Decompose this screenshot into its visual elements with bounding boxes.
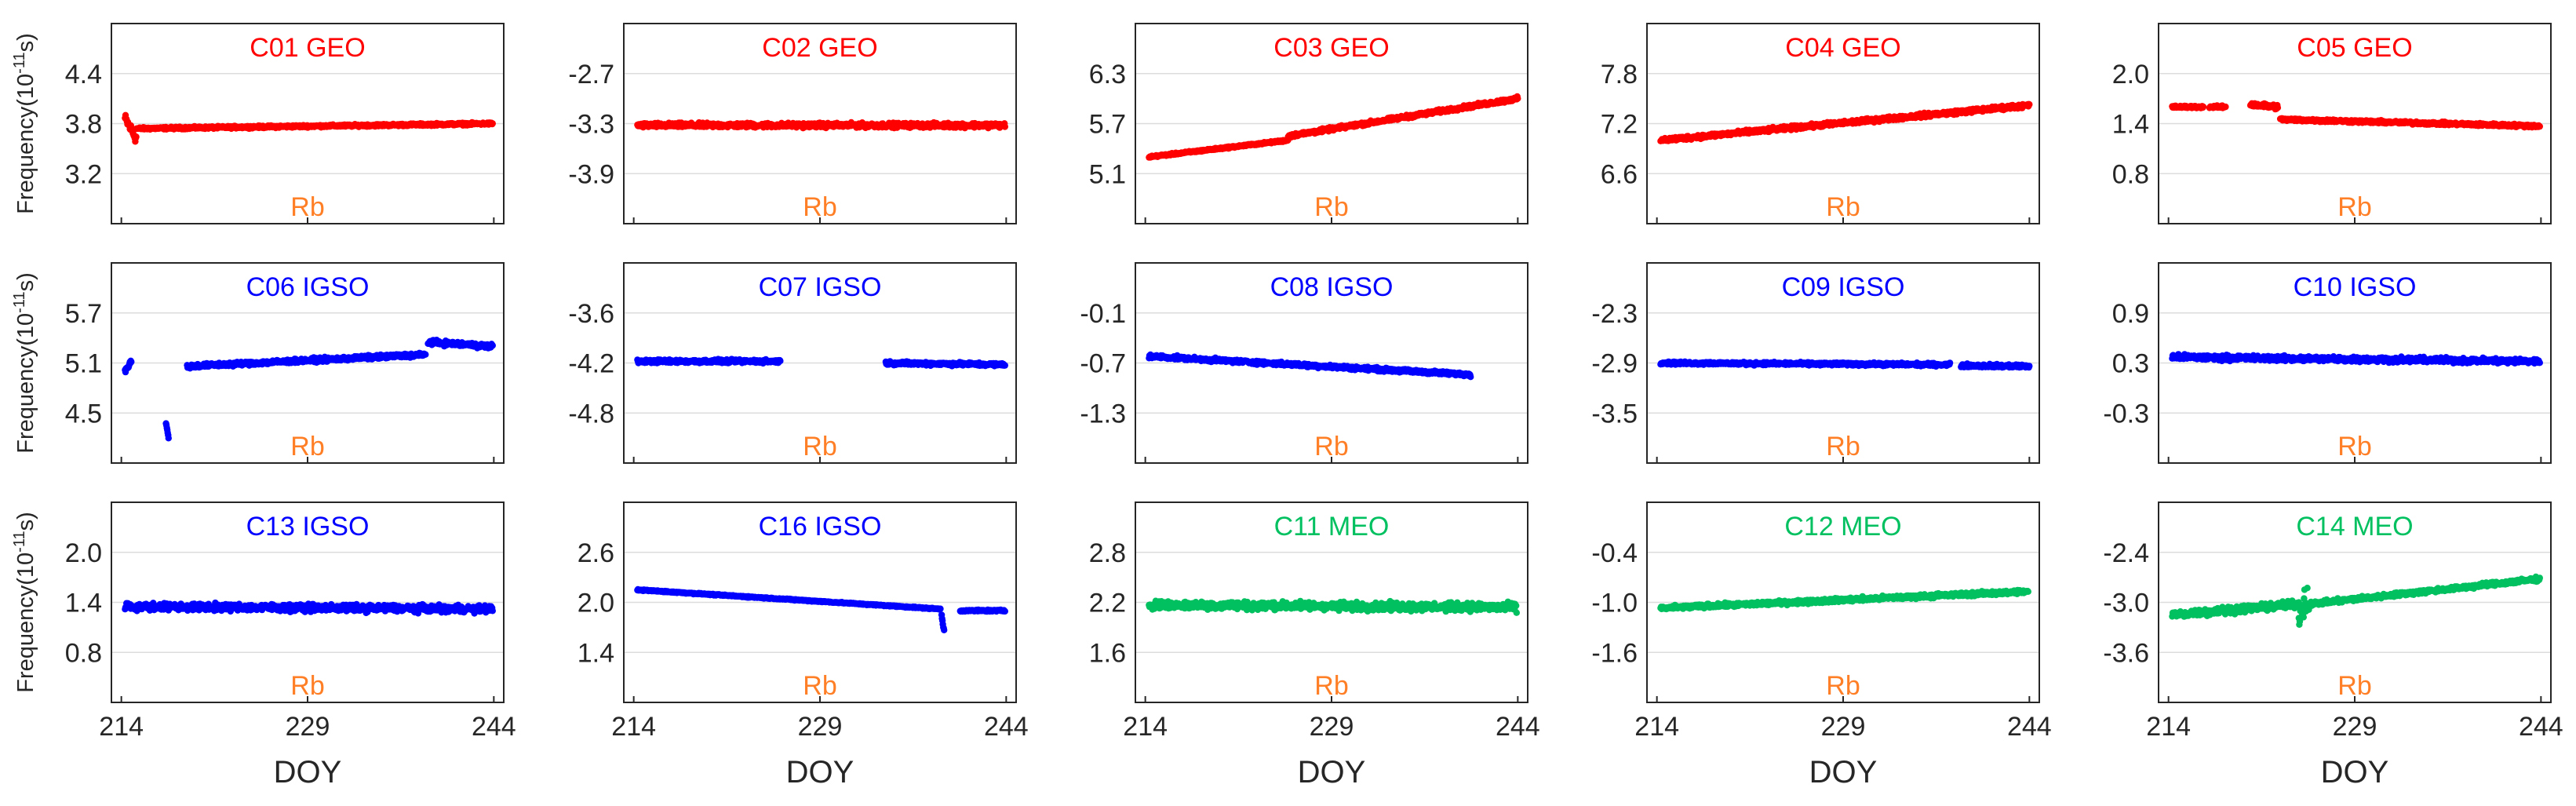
y-tick-label: 4.5 (65, 399, 102, 429)
y-tick-label: 2.0 (2112, 60, 2149, 89)
panel-title: C01 GEO (250, 33, 365, 63)
y-tick-label: 7.8 (1601, 60, 1638, 89)
data-point (133, 133, 140, 140)
data-point (489, 342, 496, 349)
y-tick-label: 5.1 (65, 349, 102, 379)
panel-c03-geo: 5.1 5.7 6.3 C03 GEO Rb (1089, 23, 1528, 224)
clock-type-label: Rb (1314, 192, 1348, 222)
data-point (2274, 104, 2282, 111)
data-point (2026, 100, 2033, 108)
y-tick-label: 5.7 (1089, 110, 1126, 140)
clock-type-label: Rb (2337, 192, 2371, 222)
panel-c04-geo: 6.6 7.2 7.8 C04 GEO Rb (1601, 23, 2040, 224)
y-tick-label: -4.8 (568, 399, 614, 429)
y-tick-label: 3.8 (65, 110, 102, 140)
y-tick-label: 0.8 (2112, 159, 2149, 189)
data-point (422, 351, 429, 358)
y-tick-label: -3.6 (568, 299, 614, 329)
data-point (2222, 103, 2229, 111)
y-tick-label: 3.2 (65, 159, 102, 189)
y-tick-label: 1.4 (2112, 110, 2149, 140)
panel-title: C04 GEO (1785, 33, 1900, 63)
y-tick-label: -4.2 (568, 349, 614, 379)
y-tick-label: 6.3 (1089, 60, 1126, 89)
data-series (634, 119, 1009, 132)
y-tick-label: -2.7 (568, 60, 614, 89)
panel-c01-geo: 3.2 3.8 4.4 C01 GEO Rb Frequency(10-11s) (11, 23, 505, 224)
panel-title: C05 GEO (2297, 33, 2412, 63)
clock-type-label: Rb (1826, 192, 1860, 222)
y-tick-label: 5.7 (65, 299, 102, 329)
panel-c02-geo: -3.9 -3.3 -2.7 C02 GEO Rb (568, 23, 1017, 224)
data-point (1514, 95, 1521, 102)
data-point (777, 357, 784, 365)
panel-title: C03 GEO (1273, 33, 1389, 63)
data-series (122, 111, 496, 145)
y-tick-label: 7.2 (1601, 110, 1638, 140)
y-tick-label: -3.3 (568, 110, 614, 140)
y-tick-label: 4.4 (65, 60, 102, 89)
data-series (2169, 100, 2543, 131)
panel-c06-igso: 4.5 5.1 5.7 C06 IGSO Rb Frequency(10-11s) (11, 262, 505, 464)
y-tick-label: 5.1 (1089, 159, 1126, 189)
data-series (1657, 100, 2033, 144)
data-point (489, 120, 496, 127)
y-axis-label: Frequency(10-11s) (11, 33, 38, 214)
data-point (128, 358, 135, 366)
clock-type-label: Rb (290, 432, 324, 461)
data-series (1146, 93, 1521, 161)
panel-title: C06 IGSO (246, 272, 370, 302)
clock-type-label: Rb (290, 192, 324, 222)
y-tick-label: 6.6 (1601, 159, 1638, 189)
panel-c05-geo: 0.8 1.4 2.0 C05 GEO Rb (2112, 23, 2552, 224)
data-point (165, 435, 172, 442)
data-point (2199, 103, 2207, 111)
data-point (1001, 123, 1009, 130)
data-point (2536, 122, 2543, 130)
y-axis-label: Frequency(10-11s) (11, 272, 38, 454)
data-series (122, 337, 496, 442)
y-tick-label: -3.9 (568, 159, 614, 189)
clock-type-label: Rb (803, 192, 836, 222)
panel-title: C02 GEO (762, 33, 877, 63)
